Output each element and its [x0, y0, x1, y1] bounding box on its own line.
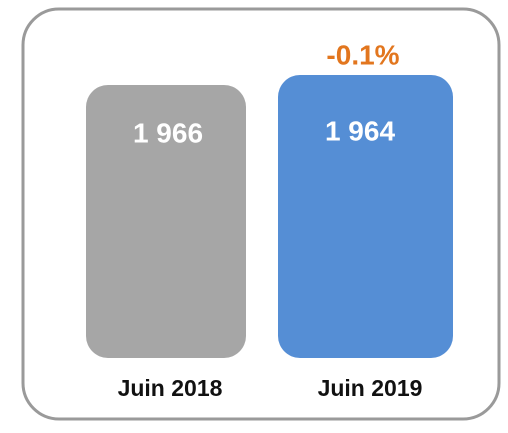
card-value: 1 964 — [325, 115, 395, 146]
card-label: Juin 2018 — [118, 375, 223, 401]
card-2019 — [278, 75, 453, 358]
card-2018 — [86, 85, 246, 358]
change-label: -0.1% — [326, 39, 399, 70]
card-label: Juin 2019 — [318, 375, 423, 401]
card-value: 1 966 — [133, 117, 203, 148]
